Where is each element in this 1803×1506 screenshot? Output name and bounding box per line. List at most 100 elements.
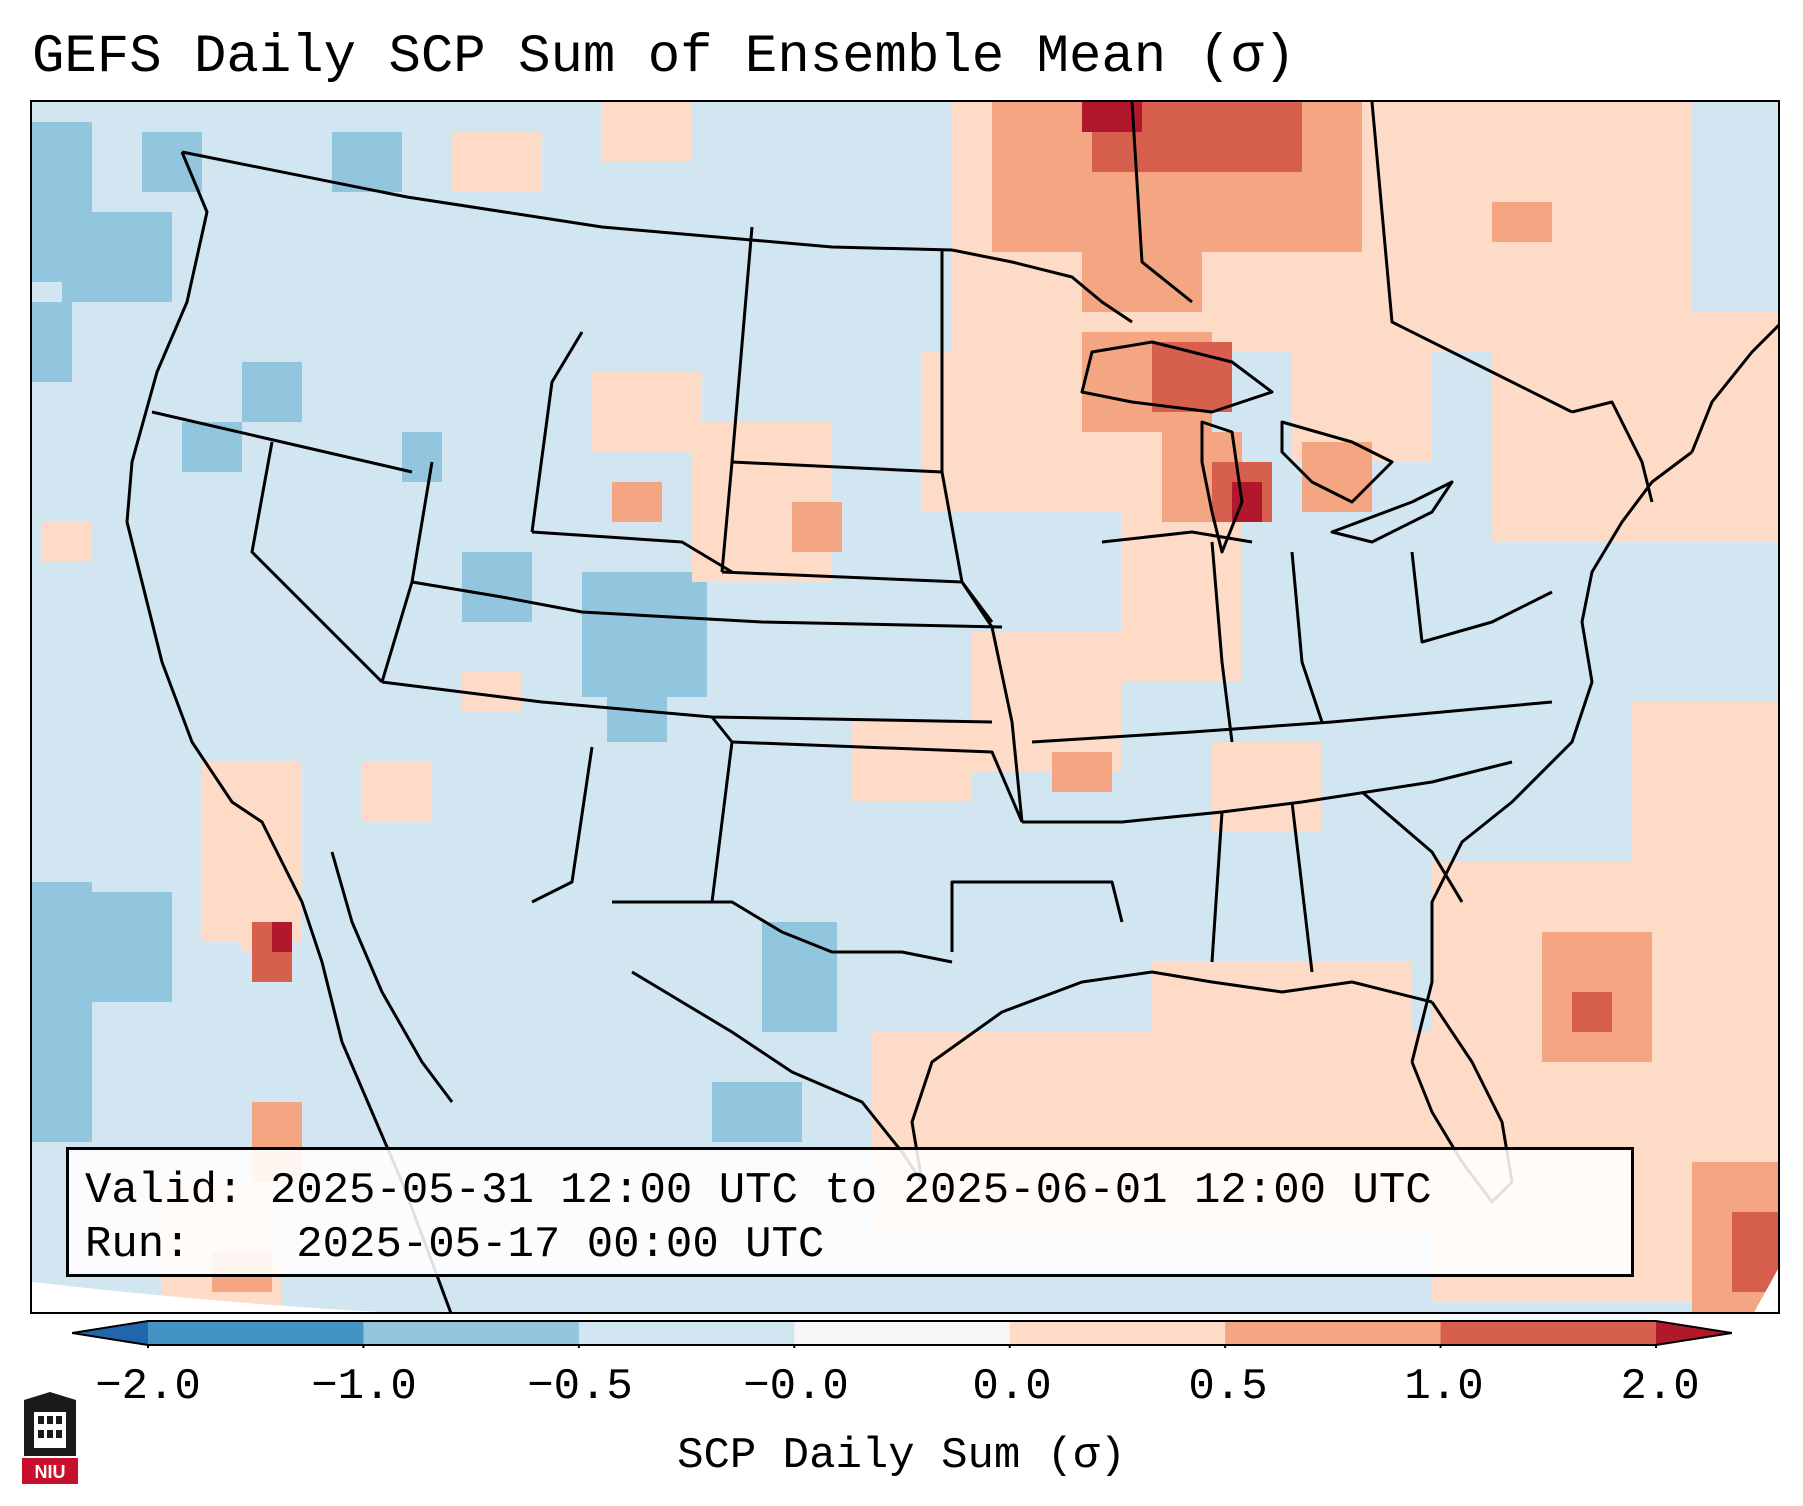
tick-label: 0.5 bbox=[1188, 1362, 1268, 1412]
niu-logo: NIU bbox=[22, 1392, 78, 1484]
colorbar-bin bbox=[148, 1321, 364, 1345]
run-label: Run: bbox=[85, 1220, 191, 1270]
state-line bbox=[1210, 541, 1234, 743]
state-line bbox=[531, 530, 733, 574]
colorbar-bin bbox=[1009, 1321, 1226, 1345]
anomaly-cell bbox=[852, 722, 972, 802]
anomaly-cell bbox=[602, 102, 692, 162]
colorbar bbox=[72, 1320, 1732, 1348]
baja-coastline bbox=[330, 851, 454, 1103]
anomaly-cell bbox=[1492, 312, 1778, 542]
colorbar-label: SCP Daily Sum (σ) bbox=[677, 1431, 1126, 1481]
logo-band bbox=[22, 1458, 78, 1484]
run-value: 2025-05-17 00:00 UTC bbox=[296, 1220, 825, 1270]
state-line bbox=[1571, 400, 1654, 503]
state-line bbox=[381, 680, 993, 724]
anomaly-cell bbox=[462, 552, 532, 622]
state-line bbox=[411, 580, 1003, 629]
anomaly-cell bbox=[142, 132, 202, 192]
logo-window bbox=[56, 1416, 62, 1424]
anomaly-cell bbox=[1492, 202, 1552, 242]
anomaly-cell bbox=[607, 697, 667, 742]
anomaly-map bbox=[32, 102, 1778, 1312]
state-line bbox=[940, 250, 1024, 823]
projection-edge bbox=[32, 1282, 384, 1312]
state-line bbox=[710, 741, 734, 903]
tick-label: −0.5 bbox=[527, 1362, 633, 1412]
negative-anomaly-regions bbox=[32, 122, 837, 1142]
valid-label: Valid: bbox=[85, 1166, 244, 1216]
state-line bbox=[151, 410, 413, 474]
colorbar-bins bbox=[148, 1321, 1657, 1345]
state-line bbox=[531, 746, 594, 904]
lake-michigan bbox=[1200, 420, 1244, 554]
colorbar-bin bbox=[1440, 1321, 1657, 1345]
anomaly-cell bbox=[712, 1082, 802, 1142]
colorbar-bin bbox=[578, 1321, 795, 1345]
tick-label: −2.0 bbox=[95, 1362, 201, 1412]
anomaly-cell bbox=[242, 362, 302, 422]
anomaly-cell bbox=[32, 302, 72, 382]
anomaly-cell bbox=[1572, 992, 1612, 1032]
anomaly-cell bbox=[452, 132, 542, 192]
tick-label: 0.0 bbox=[972, 1362, 1052, 1412]
state-line bbox=[710, 716, 1024, 823]
valid-value: 2025-05-31 12:00 UTC to 2025-06-01 12:00… bbox=[269, 1166, 1432, 1216]
state-line bbox=[1370, 102, 1573, 414]
anomaly-cell bbox=[42, 522, 92, 562]
anomaly-cell bbox=[1732, 1212, 1778, 1292]
canada-border bbox=[951, 248, 1133, 324]
anomaly-cell bbox=[332, 132, 402, 192]
map-boundaries bbox=[125, 102, 1778, 1312]
anomaly-cell bbox=[582, 572, 707, 697]
state-line bbox=[731, 460, 943, 474]
state-line bbox=[1290, 551, 1324, 723]
logo-text: NIU bbox=[35, 1462, 66, 1482]
info-box: Valid: 2025-05-31 12:00 UTC to 2025-06-0… bbox=[66, 1147, 1634, 1277]
state-line bbox=[1210, 811, 1224, 963]
anomaly-cell bbox=[1632, 702, 1778, 862]
logo-window bbox=[38, 1430, 44, 1438]
logo-window bbox=[47, 1416, 53, 1424]
tick-label: 1.0 bbox=[1404, 1362, 1484, 1412]
map-panel bbox=[30, 100, 1780, 1314]
tick-label: −0.0 bbox=[743, 1362, 849, 1412]
anomaly-cell bbox=[62, 212, 172, 302]
projection-edge bbox=[1754, 1269, 1778, 1312]
anomaly-cell bbox=[402, 432, 442, 482]
colorbar-bin bbox=[794, 1321, 1011, 1345]
lake-huron bbox=[1280, 420, 1394, 504]
state-line bbox=[250, 441, 384, 684]
state-line bbox=[1361, 790, 1464, 903]
colorbar-bin bbox=[1225, 1321, 1442, 1345]
colorbar-ticks bbox=[147, 1345, 1657, 1348]
anomaly-cell bbox=[272, 922, 292, 952]
anomaly-cell bbox=[972, 632, 1122, 772]
anomaly-cell bbox=[612, 482, 662, 522]
moderate-positive-regions bbox=[212, 102, 1778, 1312]
logo-window bbox=[47, 1430, 53, 1438]
colorbar-over-arrow bbox=[1656, 1321, 1732, 1345]
anomaly-cell bbox=[362, 762, 432, 822]
state-line bbox=[1022, 760, 1513, 824]
chart-title: GEFS Daily SCP Sum of Ensemble Mean (σ) bbox=[32, 27, 1296, 88]
texas-border bbox=[612, 900, 953, 964]
state-line bbox=[530, 331, 584, 533]
anomaly-cell bbox=[1052, 752, 1112, 792]
logo-window bbox=[38, 1416, 44, 1424]
state-line bbox=[1290, 801, 1314, 973]
gulf-coastline bbox=[910, 970, 1433, 1183]
state-line bbox=[1101, 530, 1253, 544]
anomaly-cell bbox=[32, 882, 92, 1142]
anomaly-cell bbox=[1302, 442, 1372, 512]
anomaly-cell bbox=[1212, 742, 1322, 832]
anomaly-cell bbox=[792, 502, 842, 552]
colorbar-under-arrow bbox=[72, 1321, 148, 1345]
lake-superior bbox=[1080, 340, 1274, 414]
pacific-coastline bbox=[125, 151, 453, 1312]
anomaly-cell bbox=[592, 372, 702, 452]
atlantic-coastline bbox=[1410, 450, 1693, 1063]
anomaly-cell bbox=[1152, 342, 1232, 412]
state-line bbox=[1130, 102, 1193, 304]
lake-erie bbox=[1330, 480, 1454, 544]
